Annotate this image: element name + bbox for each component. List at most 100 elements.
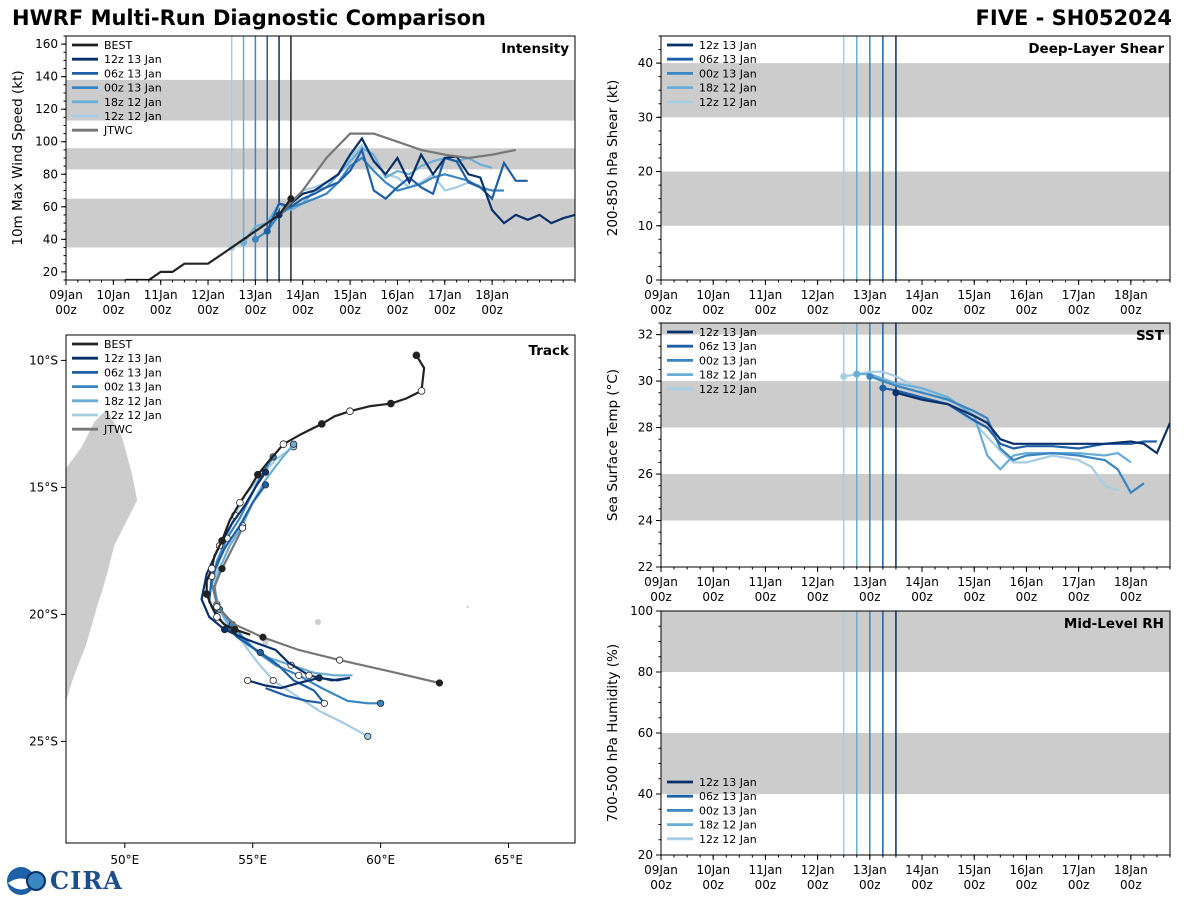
sst-xtick-label: 10Jan bbox=[696, 575, 730, 589]
track-legend-label: 06z 13 Jan bbox=[104, 366, 162, 379]
shear-xtick-label: 00z bbox=[963, 303, 985, 317]
track-ytick-label: 20°S bbox=[29, 607, 58, 621]
madagascar-landmass bbox=[66, 408, 139, 704]
sst-xtick-label: 00z bbox=[702, 590, 724, 604]
intensity-xtick-label: 00z bbox=[150, 303, 172, 317]
rh-ytick-label: 20 bbox=[638, 848, 653, 862]
track-jtwc-point bbox=[218, 565, 226, 573]
rh-legend-label: 18z 12 Jan bbox=[699, 819, 757, 832]
shear-xtick-label: 11Jan bbox=[749, 288, 783, 302]
rh-xtick-label: 15Jan bbox=[957, 863, 991, 877]
rh-xtick-label: 00z bbox=[1016, 878, 1038, 892]
sst-series-start-1 bbox=[879, 384, 887, 392]
intensity-best-line bbox=[125, 198, 292, 280]
sst-xtick-label: 00z bbox=[807, 590, 829, 604]
track-xtick-label: 60°E bbox=[366, 853, 395, 867]
intensity-ytick-label: 120 bbox=[35, 102, 58, 116]
track-legend-label: 12z 13 Jan bbox=[104, 352, 162, 365]
rh-xtick-label: 00z bbox=[755, 878, 777, 892]
track-point-1 bbox=[320, 699, 328, 707]
sst-ytick-label: 28 bbox=[638, 421, 653, 435]
rh-xtick-label: 00z bbox=[702, 878, 724, 892]
shear-xtick-label: 00z bbox=[1120, 303, 1142, 317]
sst-series-2 bbox=[869, 375, 1145, 495]
shear-legend-label: 00z 13 Jan bbox=[699, 67, 757, 80]
track-jtwc-line bbox=[213, 527, 440, 685]
intensity-xtick-label: 00z bbox=[55, 303, 77, 317]
shear-xtick-label: 00z bbox=[1016, 303, 1038, 317]
shear-xtick-label: 00z bbox=[755, 303, 777, 317]
track-ytick-label: 15°S bbox=[29, 480, 58, 494]
intensity-ytick-label: 40 bbox=[43, 232, 58, 246]
track-jtwc-point bbox=[238, 524, 247, 532]
intensity-xtick-label: 00z bbox=[245, 303, 267, 317]
track-xtick-label: 50°E bbox=[110, 853, 139, 867]
track-series-0 bbox=[200, 471, 351, 690]
mauritius-island bbox=[314, 619, 321, 626]
storm-id-title: FIVE - SH052024 bbox=[975, 6, 1172, 30]
rh-legend-label: 12z 12 Jan bbox=[699, 833, 757, 846]
sst-xtick-label: 09Jan bbox=[644, 575, 678, 589]
track-best-point bbox=[236, 498, 244, 507]
sst-ylabel: Sea Surface Temp (°C) bbox=[605, 369, 621, 521]
intensity-band-0 bbox=[66, 198, 575, 248]
intensity-xtick-label: 00z bbox=[387, 303, 409, 317]
intensity-xtick-label: 13Jan bbox=[239, 288, 273, 302]
sst-xtick-label: 13Jan bbox=[853, 575, 887, 589]
rh-title: Mid-Level RH bbox=[1064, 616, 1164, 632]
track-best-point bbox=[412, 351, 421, 360]
sst-legend-label: 06z 13 Jan bbox=[699, 340, 757, 353]
shear-ytick-label: 30 bbox=[638, 110, 653, 124]
intensity-xtick-label: 12Jan bbox=[191, 288, 225, 302]
track-point-2 bbox=[377, 699, 385, 707]
intensity-xtick-label: 00z bbox=[434, 303, 456, 317]
rh-xtick-label: 16Jan bbox=[1010, 863, 1044, 877]
sst-xtick-label: 00z bbox=[1016, 590, 1038, 604]
sst-xtick-label: 00z bbox=[963, 590, 985, 604]
rh-xtick-label: 18Jan bbox=[1114, 863, 1148, 877]
intensity-xtick-label: 00z bbox=[197, 303, 219, 317]
sst-ytick-label: 24 bbox=[638, 514, 653, 528]
shear-band-0 bbox=[661, 171, 1170, 226]
intensity-legend-label: 12z 13 Jan bbox=[104, 53, 162, 66]
sst-xtick-label: 18Jan bbox=[1114, 575, 1148, 589]
track-best-point bbox=[417, 387, 426, 395]
track-best-point bbox=[279, 440, 288, 449]
rh-xtick-label: 13Jan bbox=[853, 863, 887, 877]
intensity-xtick-label: 00z bbox=[339, 303, 361, 317]
shear-xtick-label: 14Jan bbox=[905, 288, 939, 302]
track-point-1 bbox=[261, 481, 270, 489]
rh-xtick-label: 14Jan bbox=[905, 863, 939, 877]
sst-xtick-label: 00z bbox=[1120, 590, 1142, 604]
track-series-4 bbox=[213, 445, 369, 738]
figure-title: HWRF Multi-Run Diagnostic Comparison bbox=[12, 6, 487, 30]
track-point-3 bbox=[290, 440, 298, 448]
intensity-jtwc-line bbox=[278, 132, 517, 216]
intensity-legend-label: 00z 13 Jan bbox=[104, 82, 162, 95]
shear-xtick-label: 00z bbox=[1068, 303, 1090, 317]
sst-xtick-label: 00z bbox=[650, 590, 672, 604]
shear-legend-label: 12z 13 Jan bbox=[699, 39, 757, 52]
rh-legend-label: 06z 13 Jan bbox=[699, 790, 757, 803]
sst-series-4 bbox=[843, 370, 1119, 492]
track-best-point bbox=[218, 536, 226, 545]
sst-series-start-4 bbox=[840, 372, 848, 380]
track-point-0 bbox=[261, 468, 270, 476]
sst-legend-label: 12z 13 Jan bbox=[699, 326, 757, 339]
intensity-xtick-label: 00z bbox=[481, 303, 503, 317]
intensity-ytick-label: 80 bbox=[43, 167, 58, 181]
intensity-xtick-label: 09Jan bbox=[49, 288, 83, 302]
rh-ytick-label: 80 bbox=[638, 665, 653, 679]
intensity-series-0 bbox=[278, 136, 575, 225]
intensity-xtick-label: 10Jan bbox=[96, 288, 130, 302]
shear-xtick-label: 00z bbox=[650, 303, 672, 317]
shear-panel: 01020304009Jan00z10Jan00z11Jan00z12Jan00… bbox=[605, 35, 1171, 317]
track-point-0 bbox=[305, 671, 313, 679]
sst-legend-label: 18z 12 Jan bbox=[699, 369, 757, 382]
sst-legend-label: 12z 12 Jan bbox=[699, 383, 757, 396]
sst-xtick-label: 00z bbox=[1068, 590, 1090, 604]
intensity-panel: 2040608010012014016009Jan00z10Jan00z11Ja… bbox=[10, 35, 576, 317]
reunion-island bbox=[262, 639, 269, 646]
shear-legend-label: 12z 12 Jan bbox=[699, 96, 757, 109]
